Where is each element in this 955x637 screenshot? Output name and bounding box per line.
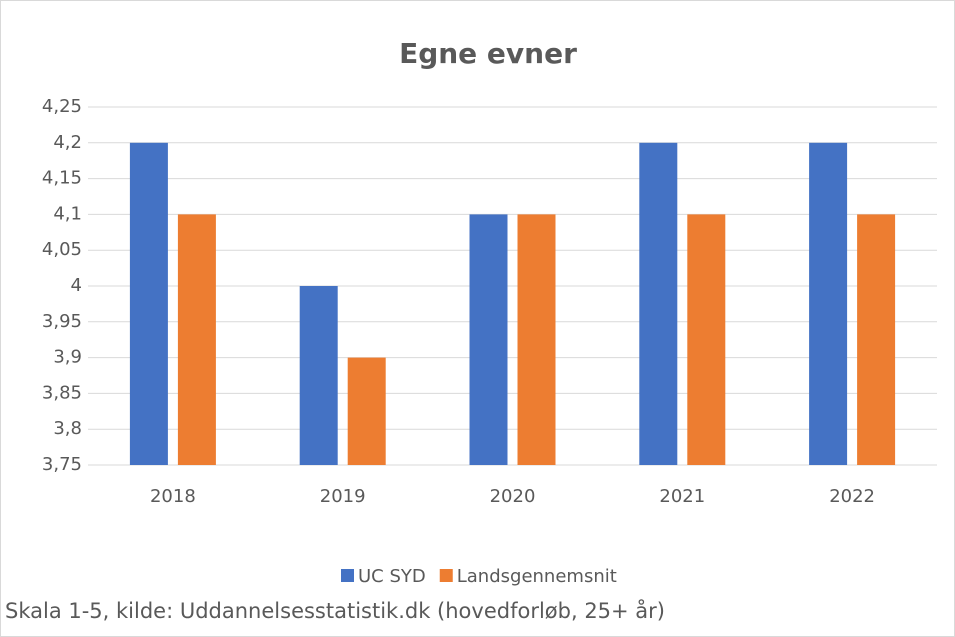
x-tick-label: 2018 bbox=[150, 486, 196, 507]
y-tick-label: 3,9 bbox=[53, 347, 82, 368]
y-tick-label: 3,75 bbox=[42, 454, 82, 475]
bar bbox=[299, 286, 338, 465]
y-tick-label: 4,15 bbox=[42, 168, 82, 189]
y-tick-label: 3,95 bbox=[42, 311, 82, 332]
x-tick-label: 2020 bbox=[490, 486, 536, 507]
bar bbox=[347, 357, 386, 465]
y-tick-label: 4,2 bbox=[53, 132, 82, 153]
legend-label: UC SYD bbox=[358, 566, 426, 587]
y-tick-label: 4,1 bbox=[53, 203, 82, 224]
x-tick-label: 2022 bbox=[829, 486, 875, 507]
bar bbox=[809, 142, 848, 466]
y-tick-label: 4,25 bbox=[42, 96, 82, 117]
legend-swatch bbox=[439, 569, 453, 582]
bar bbox=[129, 142, 168, 466]
y-tick-label: 4,05 bbox=[42, 239, 82, 260]
bar bbox=[469, 214, 508, 465]
y-tick-label: 3,85 bbox=[42, 382, 82, 403]
x-tick-label: 2021 bbox=[659, 486, 705, 507]
note: Skala 1-5, kilde: Uddannelsesstatistik.d… bbox=[5, 598, 665, 623]
bar bbox=[687, 214, 726, 465]
legend-swatch bbox=[341, 569, 354, 582]
bar bbox=[857, 214, 896, 465]
bar bbox=[639, 142, 678, 466]
bar bbox=[177, 214, 216, 465]
y-tick-label: 3,8 bbox=[53, 418, 82, 439]
y-tick-label: 4 bbox=[71, 275, 82, 296]
legend-label: Landsgennemsnit bbox=[457, 566, 617, 587]
chart-title: Egne evner bbox=[399, 37, 577, 70]
x-tick-label: 2019 bbox=[320, 486, 366, 507]
bar bbox=[517, 214, 556, 465]
